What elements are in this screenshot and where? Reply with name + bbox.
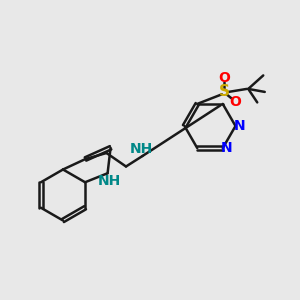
Text: NH: NH: [98, 174, 121, 188]
Text: NH: NH: [129, 142, 153, 156]
Text: O: O: [218, 71, 230, 85]
Text: S: S: [219, 84, 230, 99]
Text: N: N: [233, 119, 245, 133]
Text: N: N: [220, 141, 232, 155]
Text: O: O: [229, 94, 241, 109]
